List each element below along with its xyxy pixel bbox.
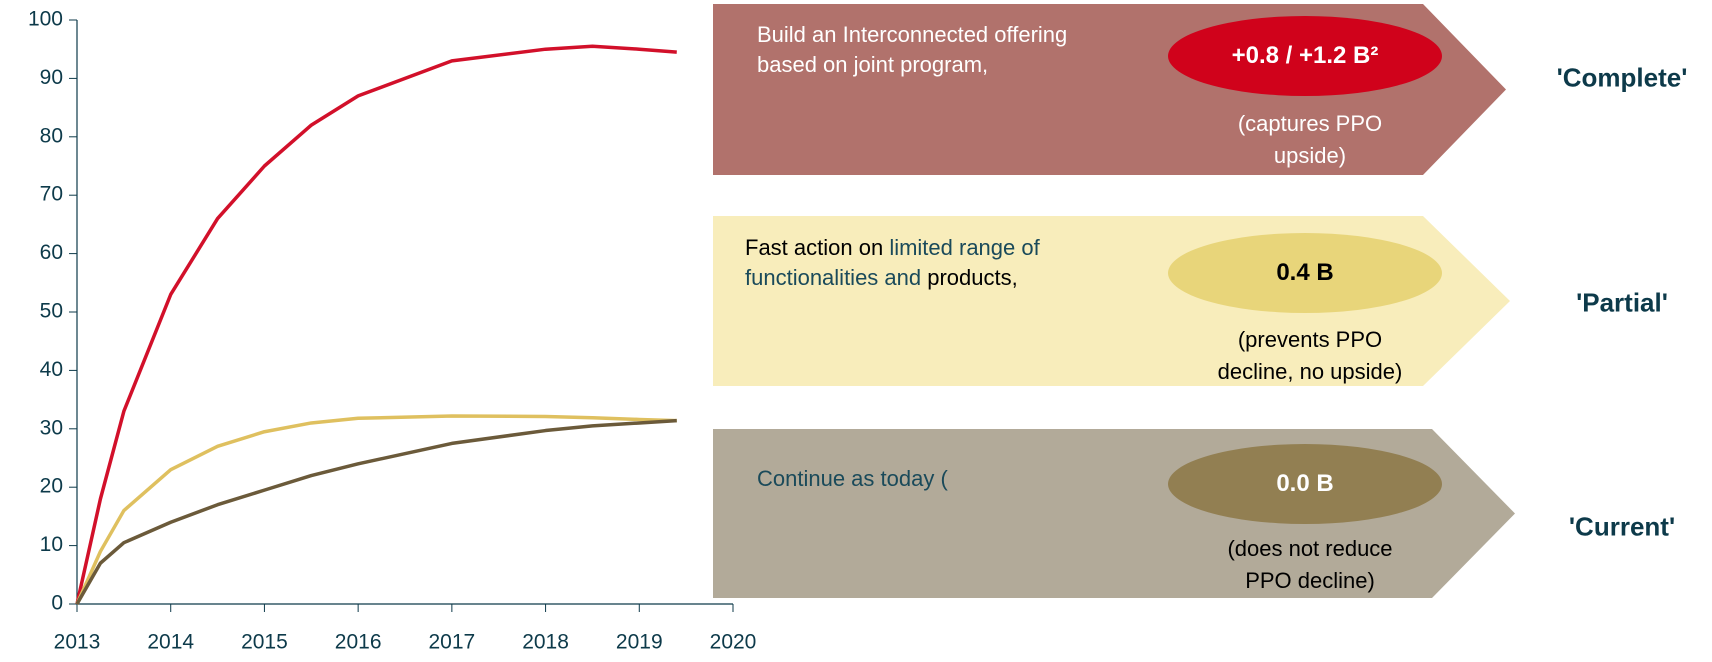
panel-text: Fast action on limited range of function…: [745, 233, 1120, 293]
badge-text: +0.8 / +1.2 B²: [1231, 42, 1379, 69]
scenario-label: 'Complete': [1556, 62, 1688, 93]
x-tick-label: 2016: [335, 631, 382, 654]
y-tick-label: 80: [40, 124, 63, 147]
y-tick-label: 30: [40, 416, 63, 439]
series-line: [75, 418, 677, 605]
scenario-label: 'Partial': [1576, 287, 1668, 318]
text-part: Build an Interconnected offering based o…: [757, 22, 1068, 77]
badge-ellipse: [1168, 444, 1442, 524]
y-tick-label: 0: [51, 592, 63, 615]
panel-text: Build an Interconnected offering based o…: [757, 20, 1132, 80]
y-tick-label: 50: [40, 300, 63, 323]
panel-note: (does not reduce PPO decline): [1227, 536, 1393, 593]
panel-text: Continue as today (: [757, 464, 1132, 494]
y-tick-label: 10: [40, 533, 63, 556]
x-tick-label: 2018: [522, 631, 569, 654]
x-tick-label: 2014: [147, 631, 194, 654]
scenario-label: 'Current': [1568, 511, 1676, 542]
y-tick-label: 90: [40, 66, 63, 89]
text-part: Continue as today (: [757, 466, 948, 491]
badge-text: 0.4 B: [1276, 259, 1334, 286]
series-line: [75, 414, 677, 605]
x-tick-label: 2020: [710, 631, 757, 654]
badge-text: 0.0 B: [1276, 470, 1334, 497]
y-tick-label: 60: [40, 241, 63, 264]
y-tick-label: 70: [40, 183, 63, 206]
text-part: limited range of functionalities and: [745, 235, 1040, 290]
y-tick-label: 40: [40, 358, 63, 381]
x-tick-label: 2015: [241, 631, 288, 654]
y-tick-label: 20: [40, 475, 63, 498]
x-tick-label: 2013: [54, 631, 101, 654]
panel-note: (captures PPO upside): [1237, 111, 1383, 168]
y-tick-label: 100: [28, 8, 63, 31]
badge-ellipse: [1168, 233, 1442, 313]
text-part: products,: [921, 265, 1018, 290]
x-tick-label: 2019: [616, 631, 663, 654]
panel-note: (prevents PPO decline, no upside): [1217, 327, 1403, 384]
text-part: Fast action on: [745, 235, 890, 260]
x-tick-label: 2017: [428, 631, 475, 654]
series-line: [75, 44, 677, 605]
badge-ellipse: [1168, 16, 1442, 96]
